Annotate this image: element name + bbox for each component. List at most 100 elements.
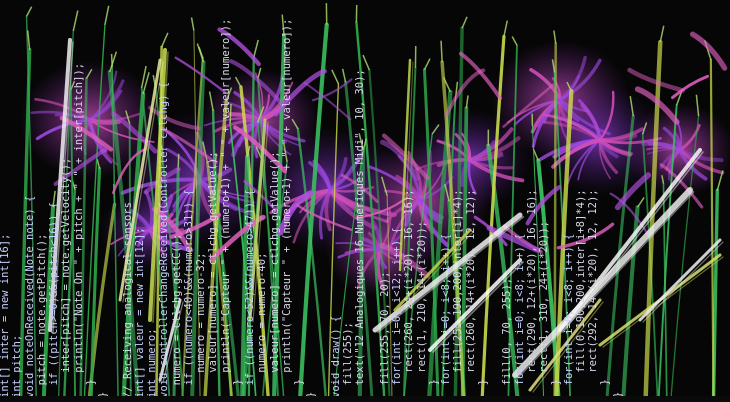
code-line: valeur[numero] = ctlchg.getValue(); — [207, 151, 220, 398]
stem-tip — [380, 176, 388, 196]
petal — [367, 165, 422, 202]
petal — [198, 178, 256, 204]
stem-tip — [695, 94, 700, 117]
stem-tip — [202, 141, 209, 164]
light-shard — [558, 148, 702, 332]
grass-stem — [357, 146, 366, 402]
code-line: // Receiving analogical sensors — [121, 202, 134, 398]
stem-tip — [229, 103, 232, 124]
frond — [627, 67, 686, 93]
petal — [598, 90, 615, 142]
grass-stem — [480, 34, 506, 402]
grass-stem — [41, 204, 56, 402]
code-line: text("12 Analogiques 16 Numeriques Midi"… — [354, 69, 367, 398]
stem-tip — [661, 175, 665, 184]
grass-stem — [83, 24, 106, 402]
light-shard — [428, 258, 522, 352]
light-shard-echo — [397, 231, 474, 313]
frond — [381, 133, 430, 181]
stem-tip — [331, 69, 340, 85]
light-shard-echo — [52, 41, 74, 333]
frond — [634, 86, 680, 125]
light-shard — [248, 118, 267, 322]
stem-tip — [246, 145, 251, 158]
grass-stem — [172, 168, 180, 402]
frond — [232, 125, 288, 174]
stem-tip — [283, 143, 288, 162]
light-shard — [372, 212, 523, 333]
grass-stem — [453, 26, 464, 402]
light-shard — [148, 48, 167, 322]
light-shard-echo — [402, 61, 414, 273]
petal — [641, 141, 682, 152]
code-line: for(int i=0; i<12; i++) { — [391, 227, 403, 398]
petal — [467, 158, 477, 195]
flower-clusters — [20, 40, 730, 297]
stem-tip — [125, 110, 131, 124]
light-shard — [398, 58, 412, 272]
code-line: int numero; — [146, 328, 158, 398]
light-shard-echo — [152, 51, 169, 323]
stem-tip — [461, 16, 468, 29]
frond — [380, 139, 420, 181]
stem-tip — [213, 186, 216, 198]
grass-stem — [386, 194, 393, 402]
frond — [614, 172, 652, 211]
light-shard-echo — [642, 241, 724, 323]
stem-tip — [52, 190, 56, 207]
petal — [253, 118, 262, 159]
stem-tip — [257, 67, 262, 79]
frond — [525, 184, 562, 226]
petal — [598, 139, 611, 180]
code-line: rect(1, 310, 24+(i*20)); — [538, 220, 550, 398]
petal — [468, 140, 496, 162]
code-line: rect(292, 14+(i*20), 12, 12); — [587, 189, 599, 398]
stem-tip — [225, 87, 233, 102]
frond — [277, 190, 314, 236]
code-line: void controllerChangeReceived(Controller… — [158, 81, 171, 398]
light-shard — [512, 187, 693, 378]
light-shard-echo — [162, 301, 184, 383]
bottom-edge — [0, 396, 730, 402]
petal — [203, 118, 261, 127]
light-shard — [638, 238, 722, 322]
stem-tip — [256, 106, 265, 123]
code-line: int[] inter = new int[16]; — [0, 233, 11, 398]
code-line: if ((numero<52)&&(numero>47)) { — [244, 189, 256, 398]
stem-tip — [291, 118, 299, 130]
petal — [356, 248, 382, 290]
stem-tip — [431, 124, 440, 135]
code-line: fill(255,190,200,inter[i]*4); — [452, 189, 465, 398]
grass-stem — [247, 56, 255, 402]
grass-stem — [190, 60, 206, 402]
frond — [502, 83, 555, 128]
code-line: fill(0, 70, 255); — [501, 277, 514, 398]
grass-stem — [657, 104, 678, 402]
code-line: for(int i=0; i<8; i++) { — [440, 233, 452, 398]
grass-stem — [203, 99, 228, 402]
frond — [217, 27, 261, 67]
light-shard — [528, 298, 602, 392]
grass-stem — [368, 69, 391, 402]
stem-tip — [142, 72, 150, 95]
frond — [689, 31, 728, 71]
light-shard — [158, 298, 182, 382]
grass-stem — [327, 83, 340, 402]
grass-stem — [670, 115, 700, 402]
stem-tip — [423, 58, 431, 71]
frond — [556, 222, 615, 250]
grass-stem — [531, 125, 545, 402]
frond — [379, 242, 431, 279]
frond — [486, 225, 540, 253]
stem-tip — [716, 170, 724, 191]
frond — [243, 179, 278, 213]
stem-tip — [358, 133, 364, 150]
code-line: if ((pitch>=0)&&(pitch<16)) { — [48, 202, 60, 398]
grass-stem — [69, 88, 77, 402]
grass-stem — [402, 66, 417, 402]
stem-tip — [160, 32, 169, 48]
stem-tip — [659, 25, 665, 43]
grass-stem — [140, 86, 171, 402]
frond — [340, 173, 379, 203]
